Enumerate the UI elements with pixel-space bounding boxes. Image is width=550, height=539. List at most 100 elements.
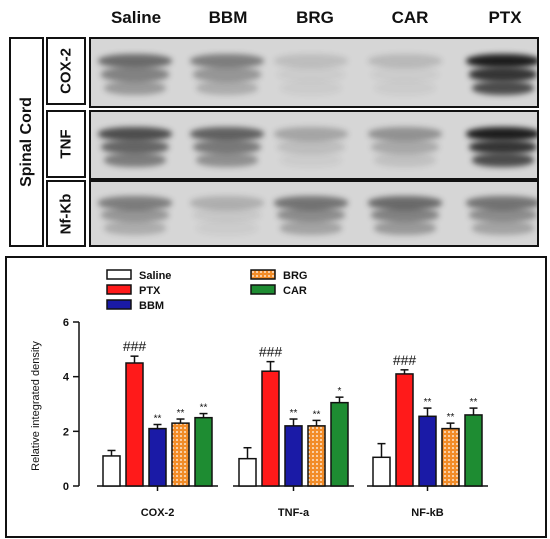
- blot-band: [280, 152, 342, 168]
- significance-label: **: [177, 408, 185, 419]
- lane-label-brg: BRG: [296, 8, 334, 27]
- blot-band: [374, 221, 436, 235]
- x-tick-label: NF-kB: [411, 507, 443, 519]
- significance-label: ###: [259, 344, 283, 360]
- blot-band: [368, 126, 442, 142]
- legend-label: BRG: [283, 270, 307, 282]
- blot-band: [469, 208, 537, 223]
- blot-band: [472, 152, 534, 168]
- blot-band: [472, 80, 534, 96]
- significance-label: *: [338, 386, 342, 397]
- legend-swatch: [106, 299, 132, 310]
- legend-label: Saline: [139, 270, 171, 282]
- significance-label: ###: [123, 338, 147, 354]
- blot-band: [277, 139, 345, 155]
- legend-label: CAR: [283, 285, 307, 297]
- blot-band: [469, 67, 537, 82]
- blot-band: [280, 80, 342, 96]
- blot-band: [277, 208, 345, 223]
- significance-label: **: [447, 412, 455, 423]
- blot-band: [104, 80, 166, 96]
- blot-band: [274, 53, 348, 69]
- blot-band: [368, 53, 442, 69]
- legend-swatch: [250, 284, 276, 295]
- bar: [102, 455, 121, 487]
- blot-band: [104, 221, 166, 235]
- bar-chart: 0 2 4 6 Relative integrated density COX-2 ### *…: [30, 269, 488, 519]
- bar: [125, 362, 144, 487]
- y-tick-label: 4: [63, 372, 70, 384]
- lane-label-ptx: PTX: [488, 8, 522, 27]
- blot-band: [466, 126, 537, 142]
- blot-image-tnf: [89, 110, 539, 180]
- legend-swatch: [106, 284, 132, 295]
- tissue-label: Spinal Cord: [17, 97, 35, 187]
- significance-label: **: [154, 414, 162, 425]
- blot-band: [193, 139, 261, 155]
- bar: [372, 456, 391, 487]
- blot-band: [371, 67, 439, 82]
- significance-label: **: [424, 397, 432, 408]
- protein-label-cox2: COX-2: [57, 48, 75, 94]
- y-axis-label: Relative integrated density: [30, 341, 42, 471]
- protein-label-tnf: TNF: [57, 129, 75, 159]
- blot-band: [101, 67, 169, 82]
- blot-band: [193, 208, 261, 223]
- protein-label-box-cox2: COX-2: [46, 37, 86, 105]
- bar: [395, 373, 414, 487]
- protein-label-box-tnf: TNF: [46, 110, 86, 178]
- protein-label-box-nfkb: Nf-Kb: [46, 180, 86, 247]
- blot-image-cox2: [89, 37, 539, 108]
- blot-band: [274, 126, 348, 142]
- significance-label: **: [470, 397, 478, 408]
- protein-label-nfkb: Nf-Kb: [57, 193, 75, 234]
- x-tick-label: TNF-a: [278, 507, 310, 519]
- y-tick-label: 0: [63, 481, 69, 493]
- significance-label: **: [290, 408, 298, 419]
- legend-swatch: [250, 269, 276, 280]
- lane-label-bbm: BBM: [208, 8, 248, 27]
- significance-label: ###: [393, 352, 417, 368]
- blot-band: [368, 195, 442, 210]
- blot-band: [98, 126, 172, 142]
- bar-chart-panel: 0 2 4 6 Relative integrated density COX-2 ### *…: [5, 256, 547, 538]
- bar: [418, 415, 437, 487]
- blot-band: [371, 139, 439, 155]
- blot-band: [277, 67, 345, 82]
- blot-band: [190, 53, 264, 69]
- bar: [171, 422, 190, 487]
- bar: [330, 401, 349, 487]
- blot-band: [190, 126, 264, 142]
- bar: [194, 416, 213, 487]
- blot-image-nfkb: [89, 180, 539, 247]
- bar: [307, 425, 326, 487]
- bar: [238, 457, 257, 487]
- blot-band: [196, 221, 258, 235]
- bar: [464, 414, 483, 487]
- blot-band: [280, 221, 342, 235]
- blot-band: [101, 208, 169, 223]
- y-tick-label: 2: [63, 426, 69, 438]
- significance-label: **: [200, 403, 208, 414]
- bar: [441, 427, 460, 487]
- y-tick-label: 6: [63, 317, 69, 329]
- blot-band: [98, 53, 172, 69]
- blot-band: [98, 195, 172, 210]
- lane-label-saline: Saline: [110, 8, 162, 27]
- blot-band: [374, 80, 436, 96]
- blot-band: [371, 208, 439, 223]
- legend-label: BBM: [139, 300, 164, 312]
- bar: [148, 427, 167, 487]
- blot-band: [104, 152, 166, 168]
- blot-band: [101, 139, 169, 155]
- lane-label-car: CAR: [391, 8, 429, 27]
- significance-label: **: [313, 409, 321, 420]
- blot-band: [274, 195, 348, 210]
- blot-band: [190, 195, 264, 210]
- blot-band: [469, 139, 537, 155]
- blot-band: [472, 221, 534, 235]
- x-tick-label: COX-2: [141, 507, 175, 519]
- legend-label: PTX: [139, 285, 161, 297]
- tissue-label-box: Spinal Cord: [9, 37, 44, 247]
- blot-band: [466, 195, 537, 210]
